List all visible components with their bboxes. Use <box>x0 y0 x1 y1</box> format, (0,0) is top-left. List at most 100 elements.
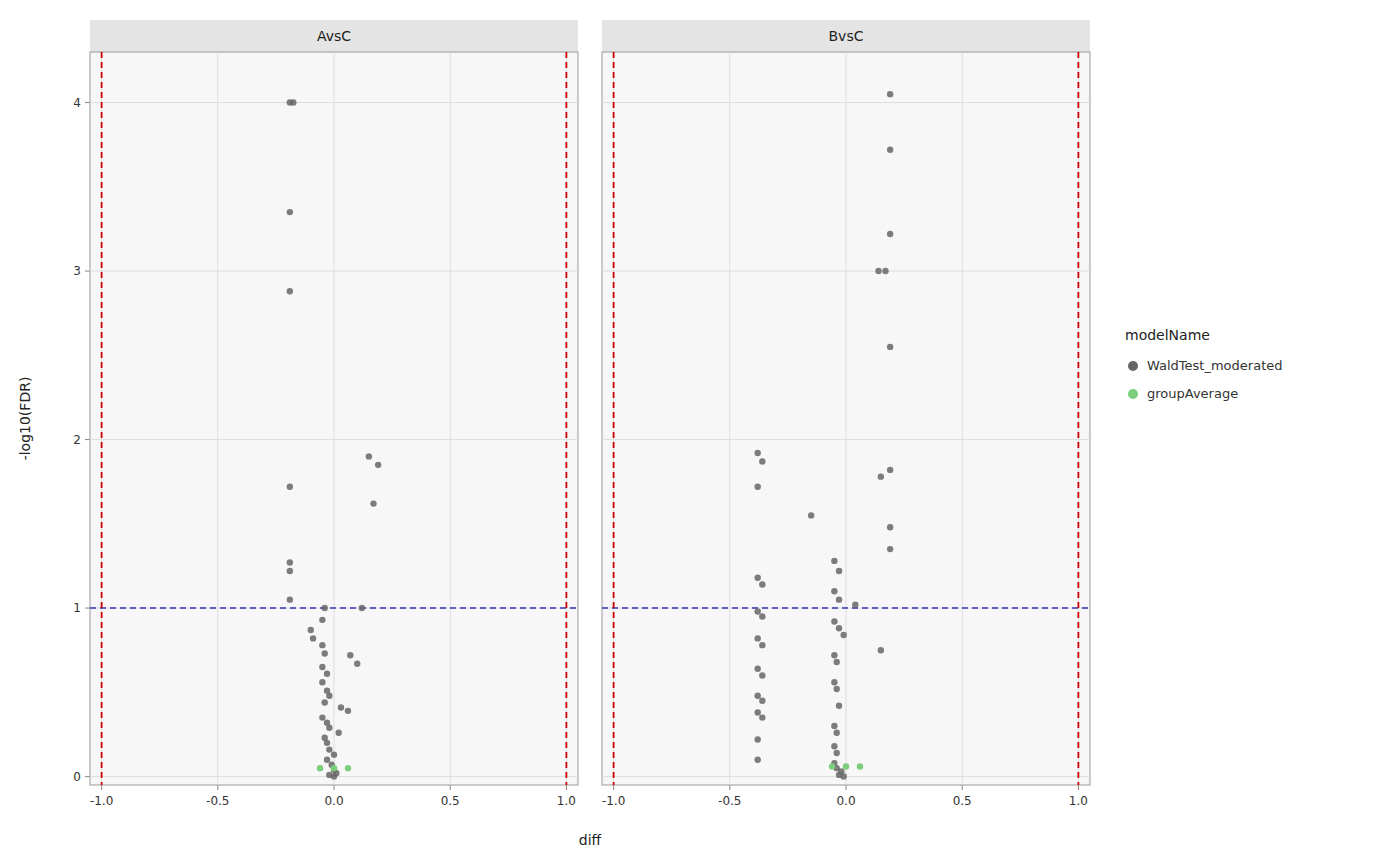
tick <box>334 785 335 790</box>
point <box>831 723 837 729</box>
point <box>287 596 293 602</box>
point <box>836 568 842 574</box>
point <box>331 751 337 757</box>
y-axis-label: -log10(FDR) <box>17 377 33 461</box>
point <box>840 773 846 779</box>
point <box>836 625 842 631</box>
point <box>840 632 846 638</box>
tick <box>101 785 102 790</box>
point <box>326 725 332 731</box>
grid-line <box>334 52 335 785</box>
tick <box>450 785 451 790</box>
point <box>831 743 837 749</box>
point <box>754 736 760 742</box>
point <box>759 458 765 464</box>
reference-line <box>565 52 567 785</box>
point <box>370 500 376 506</box>
point <box>287 209 293 215</box>
point <box>836 703 842 709</box>
tick-label: 4 <box>73 96 81 110</box>
point <box>319 642 325 648</box>
grid-line <box>90 271 578 272</box>
point <box>831 558 837 564</box>
grid-line <box>90 102 578 103</box>
tick-label: -1.0 <box>602 794 625 808</box>
tick <box>846 785 847 790</box>
point <box>831 618 837 624</box>
point <box>326 746 332 752</box>
point <box>887 91 893 97</box>
tick <box>217 785 218 790</box>
point <box>754 575 760 581</box>
strip <box>90 20 578 52</box>
panel-title: BvsC <box>829 28 864 44</box>
point <box>754 709 760 715</box>
point <box>345 765 351 771</box>
legend: modelNameWaldTest_moderatedgroupAverage <box>1125 327 1282 401</box>
point <box>857 763 863 769</box>
point <box>754 692 760 698</box>
grid-line <box>602 271 1090 272</box>
point <box>319 664 325 670</box>
grid-line <box>846 52 847 785</box>
point <box>831 679 837 685</box>
grid-line <box>217 52 218 785</box>
point <box>887 546 893 552</box>
grid-line <box>90 439 578 440</box>
panel: AvsC-1.0-0.50.00.51.001234 <box>73 20 578 808</box>
tick <box>962 785 963 790</box>
plot-area <box>90 52 578 785</box>
grid-line <box>450 52 451 785</box>
point <box>834 659 840 665</box>
panel: BvsC-1.0-0.50.00.51.0 <box>602 20 1090 808</box>
point <box>759 714 765 720</box>
tick-label: -0.5 <box>206 794 229 808</box>
point <box>322 605 328 611</box>
point <box>808 512 814 518</box>
point <box>852 601 858 607</box>
tick <box>613 785 614 790</box>
point <box>759 613 765 619</box>
tick <box>85 102 90 103</box>
point <box>834 686 840 692</box>
point <box>347 652 353 658</box>
point <box>287 288 293 294</box>
plot-area <box>602 52 1090 785</box>
series <box>287 99 382 779</box>
strip <box>602 20 1090 52</box>
point <box>319 679 325 685</box>
grid-line <box>602 439 1090 440</box>
point <box>359 605 365 611</box>
point <box>759 642 765 648</box>
point <box>335 730 341 736</box>
point <box>887 344 893 350</box>
grid-line <box>729 52 730 785</box>
point <box>887 467 893 473</box>
tick-label: 1.0 <box>557 794 576 808</box>
reference-line <box>1077 52 1079 785</box>
point <box>324 757 330 763</box>
point <box>754 450 760 456</box>
point <box>287 568 293 574</box>
panel-title: AvsC <box>317 28 351 44</box>
point <box>754 608 760 614</box>
point <box>759 581 765 587</box>
point <box>322 650 328 656</box>
point <box>831 588 837 594</box>
point <box>287 484 293 490</box>
point <box>754 666 760 672</box>
point <box>759 672 765 678</box>
tick-label: 0.0 <box>836 794 855 808</box>
series <box>317 765 351 771</box>
point <box>754 635 760 641</box>
point <box>887 231 893 237</box>
tick <box>1078 785 1079 790</box>
tick-label: 0.0 <box>324 794 343 808</box>
point <box>338 704 344 710</box>
tick-label: 3 <box>73 264 81 278</box>
grid-line <box>1078 52 1079 785</box>
point <box>290 99 296 105</box>
point <box>754 484 760 490</box>
tick-label: 2 <box>73 433 81 447</box>
reference-line <box>613 52 615 785</box>
